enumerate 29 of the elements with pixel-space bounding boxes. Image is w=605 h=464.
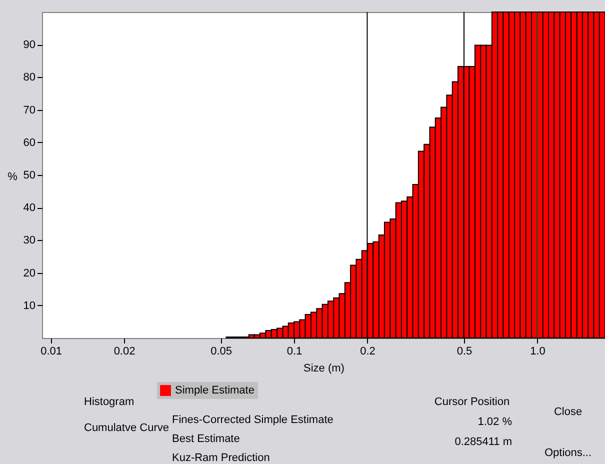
y-tick-label: 10: [23, 300, 36, 312]
x-tick-label: 0.2: [360, 346, 376, 358]
text: Close: [554, 406, 582, 418]
text: Cursor Position: [434, 396, 510, 408]
legend-label: Simple Estimate: [175, 384, 254, 396]
y-tick-label: 30: [23, 234, 36, 247]
text: Cumulatve Curve: [84, 422, 169, 434]
y-tick-label: 90: [23, 39, 36, 52]
y-axis-title: %: [8, 171, 18, 184]
text: Kuz-Ram Prediction: [172, 452, 270, 464]
y-tick-label: 80: [23, 72, 36, 84]
x-tick-label: 0.02: [114, 346, 136, 358]
text: 0.285411 m: [454, 436, 512, 448]
x-tick-label: 0.01: [40, 346, 62, 358]
text: Options...: [544, 447, 592, 459]
x-tick-label: 1.0: [530, 346, 546, 358]
x-tick-label: 0.05: [210, 346, 232, 358]
y-tick-label: 20: [23, 267, 36, 280]
y-tick-label: 40: [23, 202, 36, 214]
text: Fines-Corrected Simple Estimate: [172, 414, 334, 426]
x-tick-label: 0.1: [286, 346, 302, 358]
x-tick-label: 0.5: [456, 346, 472, 358]
y-tick-label: 50: [23, 170, 36, 182]
y-tick-label: 70: [23, 104, 36, 116]
text: Best Estimate: [172, 433, 240, 445]
text: 1.02 %: [478, 416, 512, 428]
y-tick-label: 60: [23, 136, 36, 149]
text: Histogram: [84, 396, 134, 408]
x-axis-title: Size (m): [304, 362, 344, 374]
